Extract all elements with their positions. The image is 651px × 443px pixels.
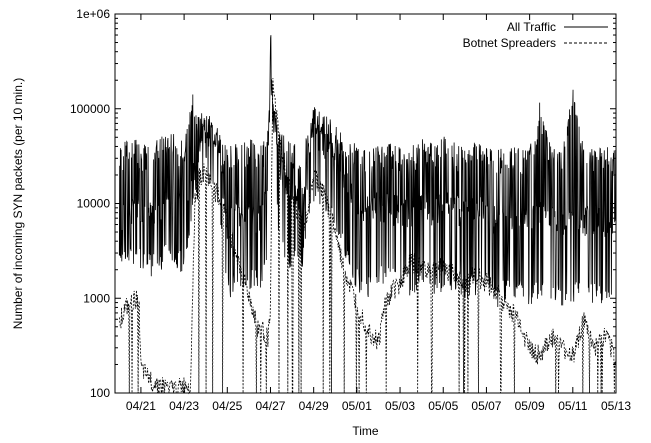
y-tick-label: 1e+06 <box>76 7 110 21</box>
x-tick-label: 05/09 <box>515 399 545 413</box>
y-tick-label: 100000 <box>70 102 110 116</box>
x-tick-label: 04/21 <box>126 399 156 413</box>
x-tick-label: 04/29 <box>299 399 329 413</box>
legend-label-all-traffic: All Traffic <box>507 20 556 34</box>
y-axis-ticks: 100 1000 10000 100000 1e+06 <box>70 7 616 400</box>
x-tick-label: 05/07 <box>471 399 501 413</box>
series-all-traffic-line <box>118 35 617 307</box>
y-tick-label: 100 <box>90 386 110 400</box>
x-tick-label: 05/03 <box>385 399 415 413</box>
x-axis-ticks: 04/21 04/23 04/25 04/27 04/29 05/01 05/03 05/05… <box>126 14 631 413</box>
x-axis-title: Time <box>352 424 379 438</box>
legend-label-botnet-spreaders: Botnet Spreaders <box>463 36 556 50</box>
x-tick-label: 05/05 <box>428 399 458 413</box>
x-tick-label: 04/23 <box>169 399 199 413</box>
x-tick-label: 05/01 <box>342 399 372 413</box>
legend: All Traffic Botnet Spreaders <box>463 20 608 50</box>
y-tick-label: 10000 <box>77 197 111 211</box>
x-tick-label: 04/27 <box>255 399 285 413</box>
y-axis-title: Number of incoming SYN packets (per 10 m… <box>11 78 25 329</box>
y-tick-label: 1000 <box>83 291 110 305</box>
x-tick-label: 05/13 <box>601 399 631 413</box>
x-tick-label: 04/25 <box>212 399 242 413</box>
x-tick-label: 05/11 <box>558 399 587 413</box>
series-botnet-spreaders-line <box>118 78 617 395</box>
series-layer <box>118 35 617 395</box>
